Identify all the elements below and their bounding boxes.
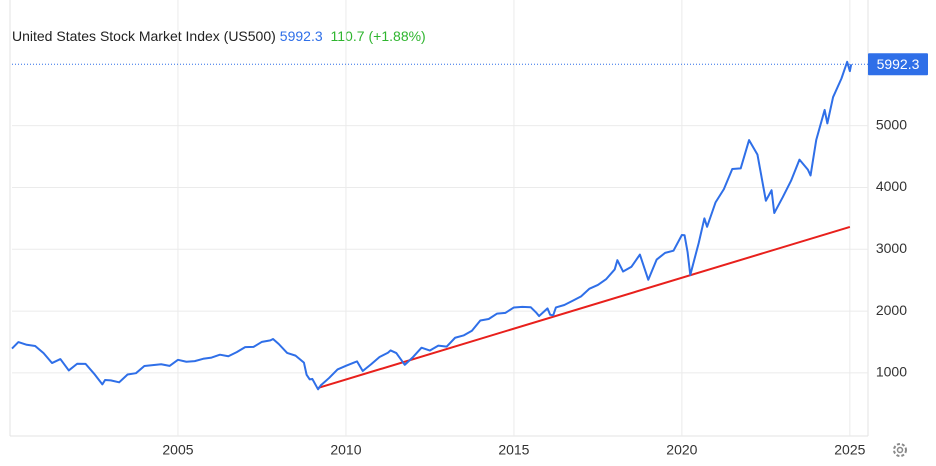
chart-title: United States Stock Market Index (US500) [12,28,276,44]
header: United States Stock Market Index (US500)… [12,28,430,44]
gear-hub[interactable] [896,446,904,454]
x-tick-label: 2005 [162,442,193,458]
price-badge [868,53,928,76]
last-price: 5992.3 [279,28,323,44]
y-tick-label: 2000 [876,302,907,318]
x-tick-label: 2020 [666,442,697,458]
y-tick-label: 3000 [876,240,907,256]
x-tick-label: 2010 [330,442,361,458]
settings-icon[interactable] [893,443,907,457]
x-tick-label: 2015 [498,442,529,458]
change-percent: (+1.88%) [368,28,426,44]
y-tick-label: 1000 [876,364,907,380]
change: 110.7 [330,28,365,44]
price-badge-label: 5992.3 [877,56,920,72]
gear[interactable] [893,443,907,457]
trend-line [317,225,851,389]
price-line [11,60,853,391]
x-tick-label: 2025 [834,442,865,458]
y-tick-label: 5000 [876,116,907,132]
y-tick-label: 4000 [876,178,907,194]
